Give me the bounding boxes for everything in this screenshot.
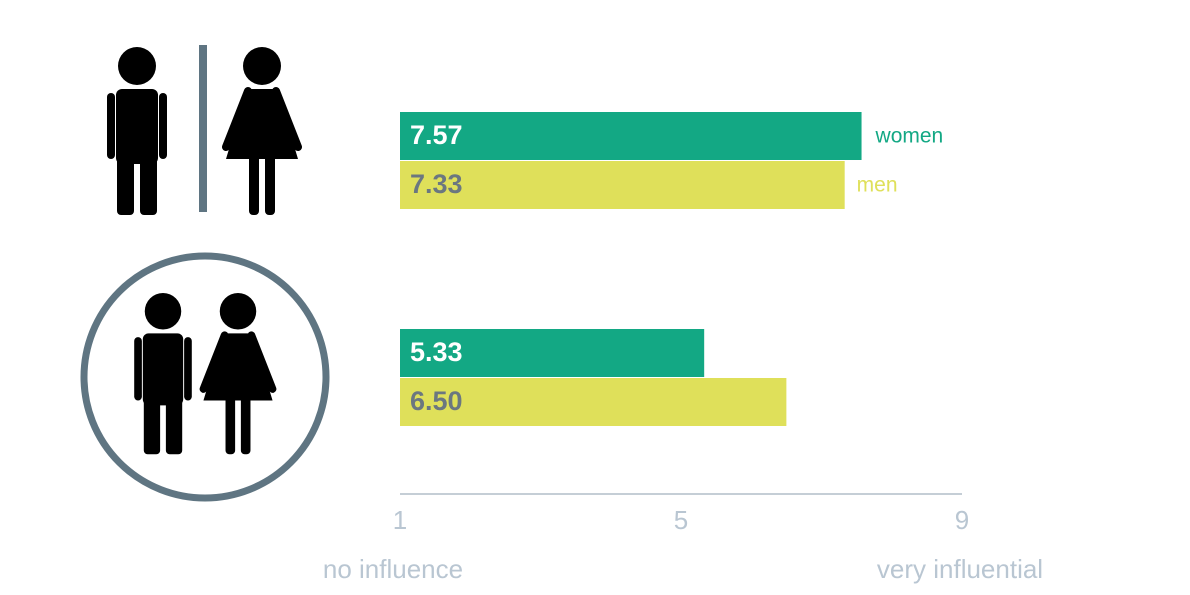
bar <box>400 329 705 377</box>
bar <box>400 378 787 426</box>
value-label: 6.50 <box>410 386 463 416</box>
value-label: 5.33 <box>410 337 463 367</box>
bar <box>400 112 862 160</box>
x-tick-label: 9 <box>955 505 969 535</box>
value-label: 7.57 <box>410 120 463 150</box>
x-tick-label: 5 <box>674 505 688 535</box>
x-tick-label: 1 <box>393 505 407 535</box>
icon-together <box>80 252 330 502</box>
legend-label: women <box>875 125 944 148</box>
axis-annotation: no influence <box>323 554 463 584</box>
icon-separate <box>107 45 298 215</box>
axis-annotation: very influential <box>877 554 1043 584</box>
value-label: 7.33 <box>410 169 463 199</box>
legend-label: men <box>857 174 898 197</box>
bar <box>400 161 845 209</box>
